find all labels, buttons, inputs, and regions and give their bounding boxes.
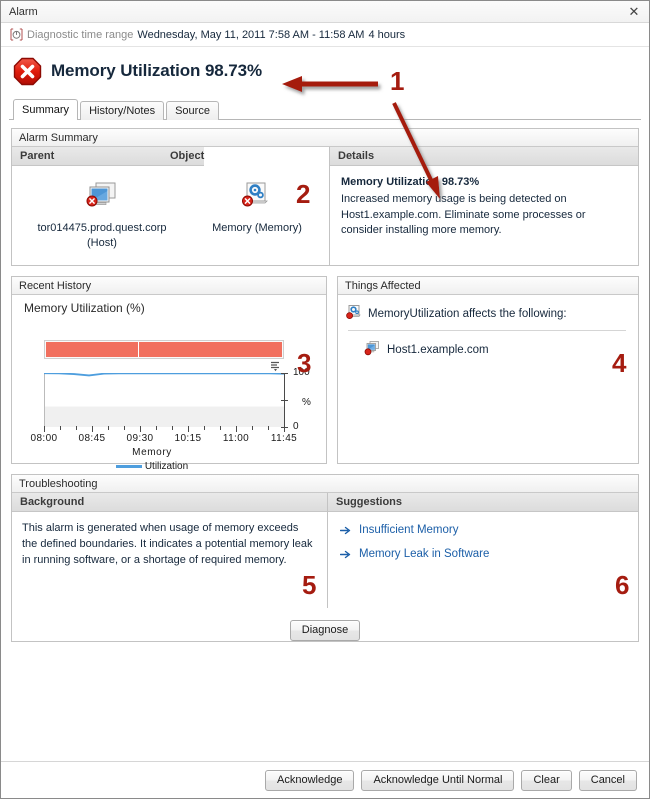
object-label: Memory (Memory) (212, 222, 302, 234)
alarm-details-text: Increased memory usage is being detected… (341, 193, 586, 237)
y-tick (281, 373, 288, 374)
metric-error-icon (346, 304, 362, 323)
object-cell[interactable]: Memory (Memory) (192, 180, 322, 265)
chart-plot-background (44, 373, 284, 427)
tab-summary-label: Summary (22, 104, 70, 116)
cancel-button[interactable]: Cancel (578, 769, 637, 791)
close-icon[interactable]: ✕ (628, 4, 640, 19)
suggestion-memory-leak[interactable]: Memory Leak in Software (339, 548, 638, 560)
tab-source[interactable]: Source (166, 101, 219, 120)
alarm-summary-panel-title: Alarm Summary (12, 129, 638, 147)
tab-history-notes[interactable]: History/Notes (80, 101, 165, 120)
tab-underline (9, 119, 641, 120)
troubleshooting-panel: Troubleshooting Background This alarm is… (11, 474, 639, 642)
diagnostic-duration: 4 hours (368, 28, 406, 41)
things-affected-panel: Things Affected MemoryUtili (337, 276, 639, 464)
dialog-footer: Acknowledge Acknowledge Until Normal Cle… (1, 761, 649, 798)
suggestion-label: Insufficient Memory (359, 524, 459, 536)
error-stop-icon (13, 57, 42, 86)
tab-source-label: Source (175, 105, 210, 117)
diagnostic-label: Diagnostic time range (27, 28, 134, 41)
column-header-details: Details (330, 147, 638, 166)
legend-color-swatch (115, 465, 142, 468)
acknowledge-until-normal-button[interactable]: Acknowledge Until Normal (361, 769, 515, 791)
column-header-parent: Parent (12, 147, 162, 166)
tab-history-notes-label: History/Notes (89, 105, 156, 117)
parent-object-name: tor014475.prod.quest.corp (37, 222, 167, 234)
middle-row: Recent History Memory Utilization (%) (11, 276, 639, 472)
diagnose-button[interactable]: Diagnose (289, 620, 361, 641)
diagnostic-time-range-bar[interactable]: Diagnostic time range Wednesday, May 11,… (1, 23, 649, 47)
chart-legend: Utilization (12, 461, 292, 472)
chart-menu-icon[interactable] (270, 361, 282, 372)
alarm-state-segment (46, 342, 139, 357)
troubleshooting-panel-title: Troubleshooting (12, 475, 638, 493)
things-affected-body: MemoryUtilization affects the following: (338, 295, 638, 463)
tab-strip: Summary History/Notes Source (13, 99, 649, 120)
affected-root-row: MemoryUtilization affects the following: (346, 304, 628, 323)
suggestion-insufficient-memory[interactable]: Insufficient Memory (339, 524, 638, 536)
alarm-summary-body: Parent Object (12, 147, 638, 265)
chart-title: Memory Utilization (%) (24, 301, 145, 315)
suggestions-list: Insufficient Memory Memory Leak in Softw… (328, 512, 638, 572)
parent-object-cell[interactable]: tor014475.prod.quest.corp (Host) (12, 180, 192, 265)
suggestions-section: Suggestions Insufficient Memory (328, 493, 638, 608)
tab-summary[interactable]: Summary (13, 99, 79, 120)
chart-y-axis: 100 0 % (281, 367, 318, 432)
chart-x-ticks (44, 426, 285, 432)
troubleshooting-body: Background This alarm is generated when … (12, 493, 638, 608)
column-header-object: Object (162, 147, 205, 166)
memory-utilization-chart[interactable]: Memory Utilization (%) (12, 295, 326, 472)
affected-divider (348, 330, 626, 331)
affected-item-label: Host1.example.com (387, 343, 489, 356)
alarm-summary-cells: tor014475.prod.quest.corp (Host) (12, 166, 329, 265)
y-tick-label-min: 0 (293, 421, 299, 432)
chart-series-line (44, 373, 284, 377)
alarm-state-segment (138, 342, 282, 357)
alarm-details-section: Details Memory Utilization 98.73% Increa… (330, 147, 638, 265)
diagnostic-range: Wednesday, May 11, 2011 7:58 AM - 11:58 … (137, 28, 365, 41)
chart-x-axis-label: Memory (132, 447, 172, 458)
alarm-state-bar (44, 340, 284, 359)
recent-history-panel: Recent History Memory Utilization (%) (11, 276, 327, 472)
host-error-icon (83, 180, 121, 214)
suggestion-label: Memory Leak in Software (359, 548, 490, 560)
recent-history-panel-title: Recent History (12, 277, 326, 295)
alarm-summary-column-headers: Parent Object (12, 147, 329, 166)
chart-plot-area (44, 361, 284, 427)
things-affected-panel-title: Things Affected (338, 277, 638, 295)
tab-content-summary: Alarm Summary Parent Object (1, 120, 649, 761)
host-error-icon (364, 340, 380, 359)
arrow-right-icon (339, 526, 351, 535)
page-title: Memory Utilization 98.73% (51, 61, 263, 80)
list-item[interactable]: Host1.example.com (364, 340, 628, 359)
memory-error-icon (238, 180, 276, 214)
legend-label: Utilization (144, 461, 189, 472)
y-tick (281, 400, 288, 401)
alarm-summary-objects: Parent Object (12, 147, 330, 265)
diagnose-button-wrap: Diagnose (12, 608, 638, 641)
clear-button[interactable]: Clear (521, 769, 572, 791)
title-bar: Alarm ✕ (1, 1, 649, 23)
window-title: Alarm (9, 5, 38, 18)
y-tick-label-max: 100 (293, 367, 310, 378)
background-section: Background This alarm is generated when … (12, 493, 328, 608)
alarm-header: Memory Utilization 98.73% (1, 47, 649, 95)
affected-root-label: MemoryUtilization affects the following: (368, 307, 567, 320)
background-header: Background (12, 493, 327, 512)
alarm-details-body: Memory Utilization 98.73% Increased memo… (330, 166, 638, 265)
y-axis-label: % (302, 397, 311, 408)
background-text: This alarm is generated when usage of me… (22, 522, 313, 566)
parent-object-type: (Host) (87, 236, 117, 249)
suggestions-header: Suggestions (328, 493, 638, 512)
parent-object-label: tor014475.prod.quest.corp (Host) (37, 221, 166, 251)
acknowledge-button[interactable]: Acknowledge (265, 769, 355, 791)
alarm-details-heading: Memory Utilization 98.73% (341, 176, 480, 188)
arrow-right-icon (339, 550, 351, 559)
clock-icon (10, 28, 23, 41)
alarm-summary-panel: Alarm Summary Parent Object (11, 128, 639, 266)
chart-x-tick-labels: 08:00 08:45 09:30 10:15 11:00 11:45 (30, 433, 298, 444)
